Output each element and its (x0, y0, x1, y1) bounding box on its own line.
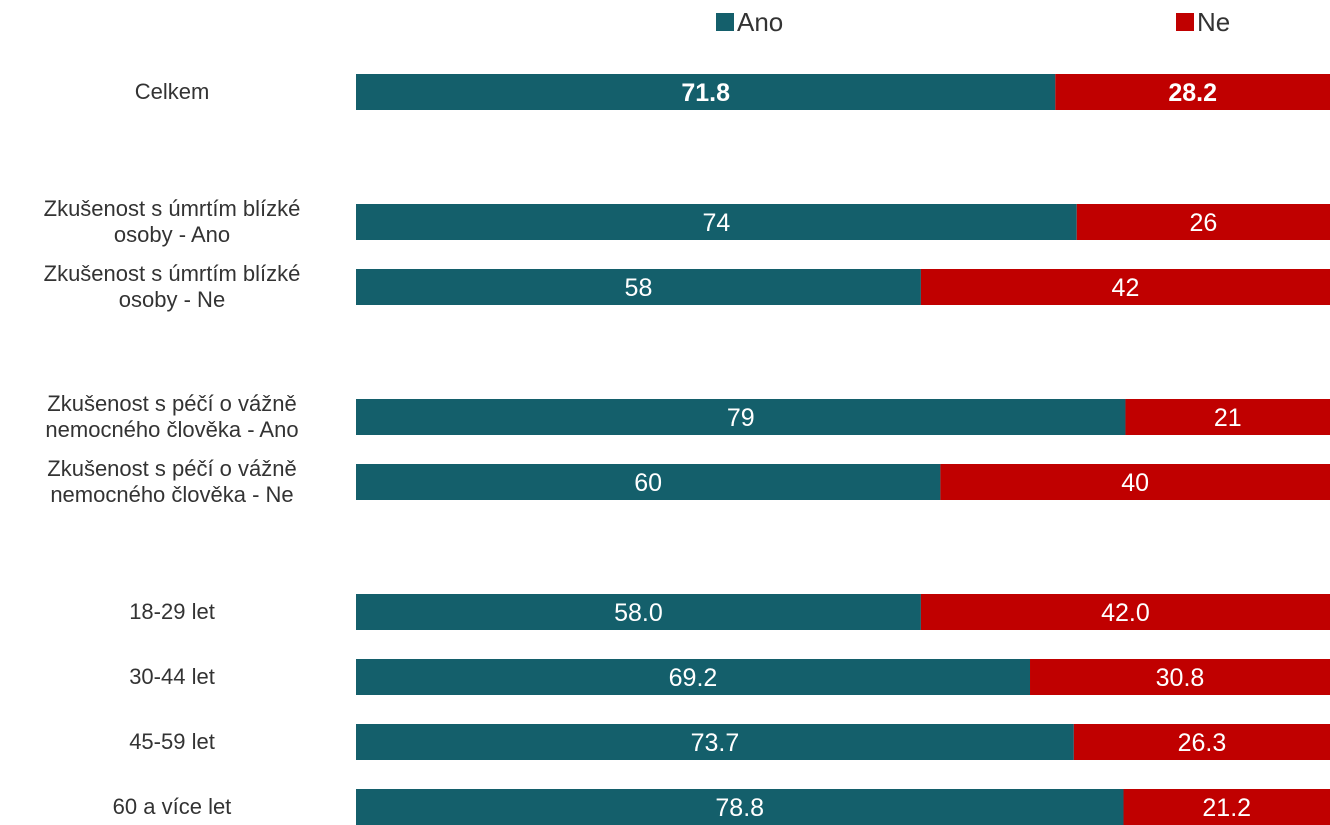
category-label: 60 a více let (113, 794, 232, 819)
value-label-ne: 42.0 (1101, 599, 1150, 627)
bar-ne (1073, 724, 1330, 760)
category-label-line: Celkem (135, 79, 210, 104)
bar-ano (356, 74, 1056, 110)
bar-ano (356, 724, 1074, 760)
bar-ne (1076, 204, 1330, 240)
category-label-line: osoby - Ne (119, 287, 225, 312)
bar-ne (920, 594, 1330, 630)
value-label-ne: 30.8 (1156, 664, 1205, 692)
bar-ano (356, 269, 921, 305)
category-label-line: Zkušenost s úmrtím blízké (44, 261, 301, 286)
value-label-ano: 79 (727, 404, 755, 432)
value-label-ne: 26 (1189, 209, 1217, 237)
category-label-line: 30-44 let (129, 664, 215, 689)
bar-ne (1125, 399, 1330, 435)
value-label-ano: 71.8 (681, 79, 730, 107)
category-label: 30-44 let (129, 664, 215, 689)
value-label-ne: 40 (1121, 469, 1149, 497)
category-label-line: Zkušenost s úmrtím blízké (44, 196, 301, 221)
value-label-ne: 42 (1112, 274, 1140, 302)
category-label-line: 45-59 let (129, 729, 215, 754)
bar-ne (1030, 659, 1330, 695)
category-label-line: Zkušenost s péčí o vážně (47, 391, 296, 416)
category-label-line: nemocného člověka - Ne (50, 482, 293, 507)
category-label: Zkušenost s úmrtím blízké osoby - Ne (44, 261, 301, 312)
category-label: Zkušenost s péčí o vážně nemocného člověk… (45, 391, 298, 442)
bar-ne (920, 269, 1330, 305)
value-label-ne: 21.2 (1202, 794, 1251, 822)
category-label-line: 60 a více let (113, 794, 232, 819)
category-label-line: osoby - Ano (114, 222, 230, 247)
category-label: Zkušenost s péčí o vážně nemocného člověk… (47, 456, 296, 507)
value-label-ano: 74 (702, 209, 730, 237)
value-label-ano: 69.2 (669, 664, 718, 692)
category-label-line: Zkušenost s péčí o vážně (47, 456, 296, 481)
category-label: Celkem (135, 79, 210, 104)
category-label-line: nemocného člověka - Ano (45, 417, 298, 442)
bar-ne (1123, 789, 1330, 825)
value-label-ne: 26.3 (1178, 729, 1227, 757)
category-label-line: 18-29 let (129, 599, 215, 624)
bar-ano (356, 789, 1124, 825)
bar-ano (356, 399, 1126, 435)
bar-ne (940, 464, 1330, 500)
bar-ano (356, 659, 1031, 695)
category-label: 18-29 let (129, 599, 215, 624)
value-label-ano: 73.7 (691, 729, 740, 757)
legend-label-ne: Ne (1197, 7, 1230, 37)
category-label: 45-59 let (129, 729, 215, 754)
legend-swatch-ne (1176, 13, 1194, 31)
value-label-ano: 58.0 (614, 599, 663, 627)
bar-ne (1055, 74, 1330, 110)
value-label-ano: 58 (625, 274, 653, 302)
value-label-ne: 28.2 (1168, 79, 1217, 107)
bar-ano (356, 464, 941, 500)
legend: Ano Ne (716, 7, 1230, 37)
bar-ano (356, 204, 1077, 240)
bar-ano (356, 594, 921, 630)
value-label-ano: 78.8 (715, 794, 764, 822)
category-label: Zkušenost s úmrtím blízké osoby - Ano (44, 196, 301, 247)
value-label-ano: 60 (634, 469, 662, 497)
value-label-ne: 21 (1214, 404, 1242, 432)
legend-swatch-ano (716, 13, 734, 31)
legend-label-ano: Ano (737, 7, 783, 37)
